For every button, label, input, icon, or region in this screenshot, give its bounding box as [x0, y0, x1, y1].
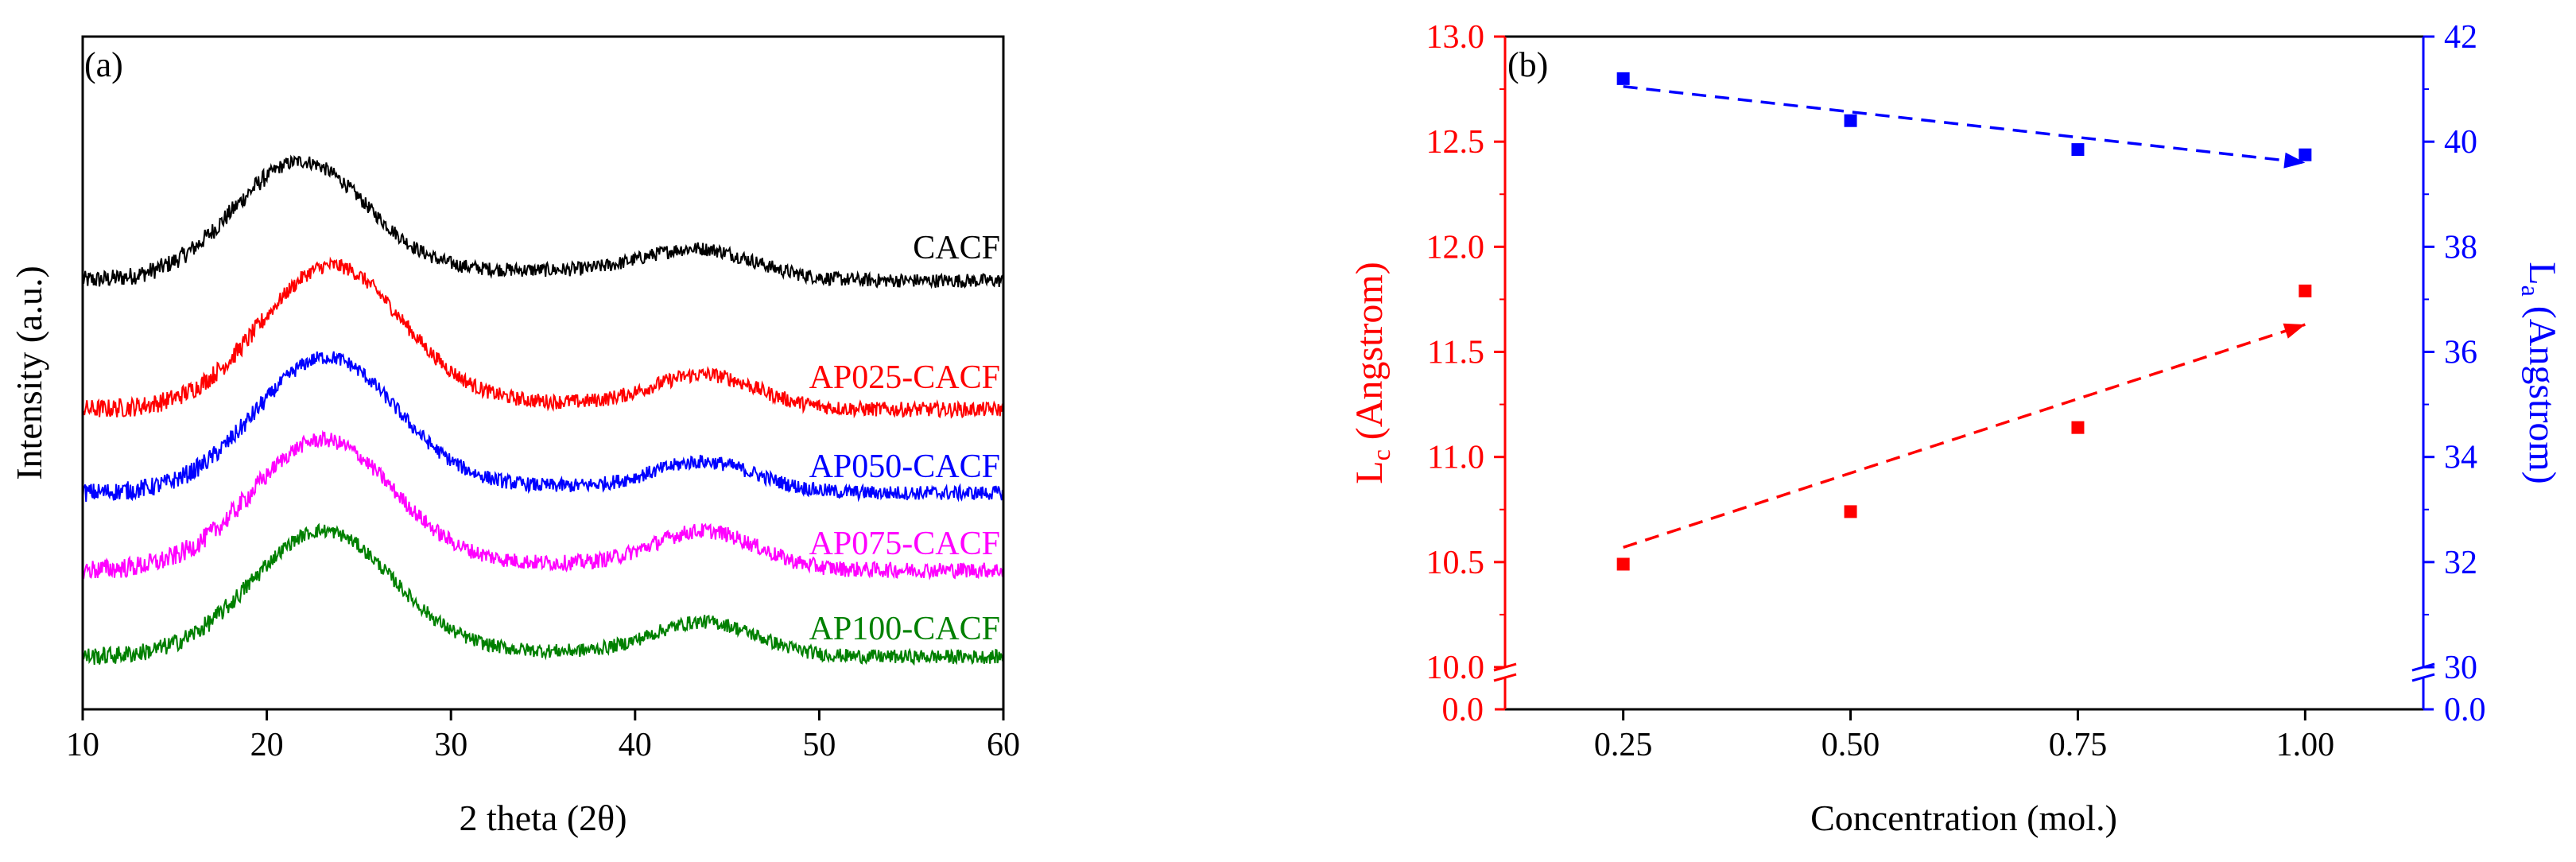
left-tick-label: 13.0: [1426, 19, 1485, 56]
x-tick-label: 40: [619, 727, 652, 763]
x-tick-label: 10: [66, 727, 99, 763]
series-label-ap050-cacf: AP050-CACF: [809, 448, 1000, 485]
series-label-ap100-cacf: AP100-CACF: [809, 611, 1000, 647]
panel-a-x-ticks: 10 20 30 40 50 60: [66, 709, 1020, 763]
panel-a-xrd-chart: CACF AP025-CACF AP050-CACF AP075-CACF AP100-…: [9, 35, 1020, 838]
left-tick-label: 11.5: [1427, 335, 1484, 371]
series-line-ap100-cacf: [82, 522, 1004, 666]
x-tick-label: 60: [987, 727, 1020, 763]
left-tick-label: 12.0: [1426, 229, 1485, 266]
data-point-lc: [1844, 505, 1857, 518]
x-tick-label: 0.25: [1594, 727, 1653, 763]
right-tick-label: 36: [2444, 335, 2477, 371]
series-line-ap075-cacf: [82, 429, 1004, 580]
panel-b-left-ticks: 10.0 10.5 11.0 11.5 12.0 12.5 13.0: [1426, 19, 1505, 686]
panel-a-series-group: [82, 154, 1004, 666]
x-tick-label: 0.75: [2049, 727, 2108, 763]
series-line-ap050-cacf: [82, 351, 1004, 503]
series-label-ap025-cacf: AP025-CACF: [809, 359, 1000, 396]
panel-b-right-break-label: 0.0: [2444, 692, 2486, 728]
right-tick-label: 38: [2444, 229, 2477, 266]
panel-b-crystallite-chart: 0.25 0.50 0.75 1.00 10.0 10.5 11.0 11.5 12.0 12.…: [1348, 19, 2563, 838]
right-tick-label: 34: [2444, 440, 2477, 476]
panel-a-label: (a): [84, 45, 123, 84]
trend-arrowhead-la: [2283, 152, 2306, 169]
left-tick-label: 10.0: [1426, 650, 1485, 686]
x-tick-label: 30: [434, 727, 467, 763]
panel-a-x-axis-title: 2 theta (2θ): [459, 798, 627, 838]
trend-line-la: [1623, 85, 2306, 165]
panel-b-right-ticks: 30 32 34 36 38 40 42: [2423, 19, 2477, 686]
data-point-lc: [2299, 284, 2312, 297]
x-tick-label: 0.50: [1821, 727, 1880, 763]
data-point-lc: [1616, 557, 1630, 571]
series-label-ap075-cacf: AP075-CACF: [809, 526, 1000, 562]
data-point-la: [1844, 114, 1857, 127]
series-label-cacf: CACF: [913, 230, 1000, 266]
left-tick-label: 12.5: [1426, 124, 1485, 161]
panel-b-left-break-label: 0.0: [1442, 692, 1484, 728]
panel-b-left-axis-title: Lc (Angstrom): [1348, 262, 1395, 484]
left-tick-label: 11.0: [1427, 440, 1484, 476]
series-line-cacf: [82, 154, 1004, 289]
panel-b-x-axis-title: Concentration (mol.): [1810, 798, 2117, 838]
trend-line-lc: [1623, 323, 2306, 549]
panel-b-x-ticks: 0.25 0.50 0.75 1.00: [1594, 709, 2334, 763]
x-tick-label: 20: [250, 727, 284, 763]
series-line-ap025-cacf: [82, 256, 1004, 419]
right-tick-label: 40: [2444, 124, 2477, 161]
panel-b-series-group: [1616, 72, 2312, 571]
panel-a-y-axis-title: Intensity (a.u.): [9, 266, 49, 480]
right-tick-label: 30: [2444, 650, 2477, 686]
data-point-la: [2299, 148, 2312, 161]
panel-a-series-labels: CACF AP025-CACF AP050-CACF AP075-CACF AP100-…: [809, 230, 1000, 647]
data-point-la: [1616, 72, 1630, 85]
data-point-lc: [2071, 421, 2085, 434]
panel-a-frame: [81, 35, 1005, 711]
x-tick-label: 50: [802, 727, 836, 763]
data-point-la: [2071, 143, 2085, 157]
right-tick-label: 32: [2444, 545, 2477, 581]
panel-b-frame: [1503, 35, 2425, 711]
panel-b-right-axis-break: [2411, 662, 2435, 682]
x-tick-label: 1.00: [2276, 727, 2335, 763]
right-tick-label: 42: [2444, 19, 2477, 56]
panel-b-right-axis-title: La (Angstrom): [2516, 262, 2563, 484]
left-tick-label: 10.5: [1426, 545, 1485, 581]
trend-arrowhead-lc: [2283, 323, 2306, 339]
panel-b-label: (b): [1507, 45, 1548, 84]
